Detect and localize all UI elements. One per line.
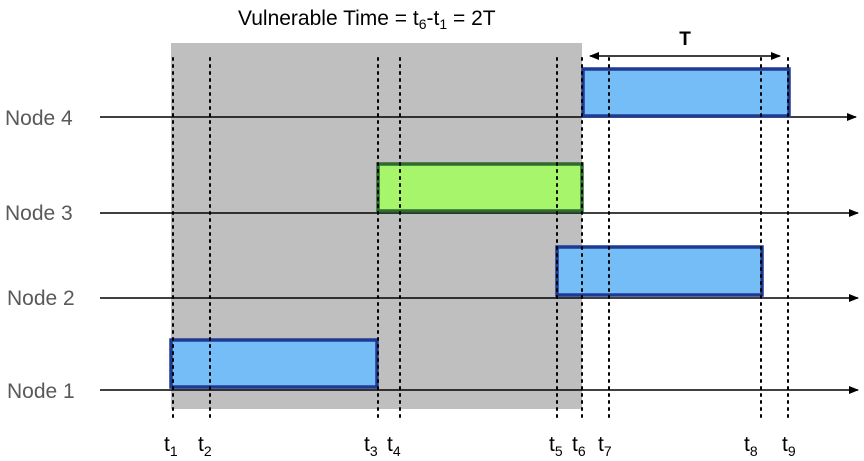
diagram-title: Vulnerable Time = t6-t1 = 2T	[238, 7, 496, 32]
node-4-frame	[581, 67, 791, 118]
t2-label: t2	[198, 433, 212, 459]
t8-label: t8	[744, 433, 758, 459]
t4-label: t4	[387, 433, 401, 459]
t5-label: t5	[549, 433, 563, 459]
node-4-label: Node 4	[5, 107, 73, 130]
t1-label: t1	[164, 433, 178, 459]
node-3-label: Node 3	[5, 202, 73, 225]
t3-label: t3	[364, 433, 378, 459]
t7-label: t7	[598, 433, 612, 459]
node-2-frame	[555, 245, 764, 297]
node-2-label: Node 2	[7, 287, 75, 310]
node-1-label: Node 1	[7, 380, 75, 403]
node-3-frame-collision	[376, 162, 584, 213]
t6-label: t6	[572, 433, 586, 459]
node-1-frame	[169, 338, 379, 389]
time-marker-lines	[172, 57, 789, 421]
t9-label: t9	[782, 433, 796, 459]
duration-label: T	[679, 29, 691, 50]
